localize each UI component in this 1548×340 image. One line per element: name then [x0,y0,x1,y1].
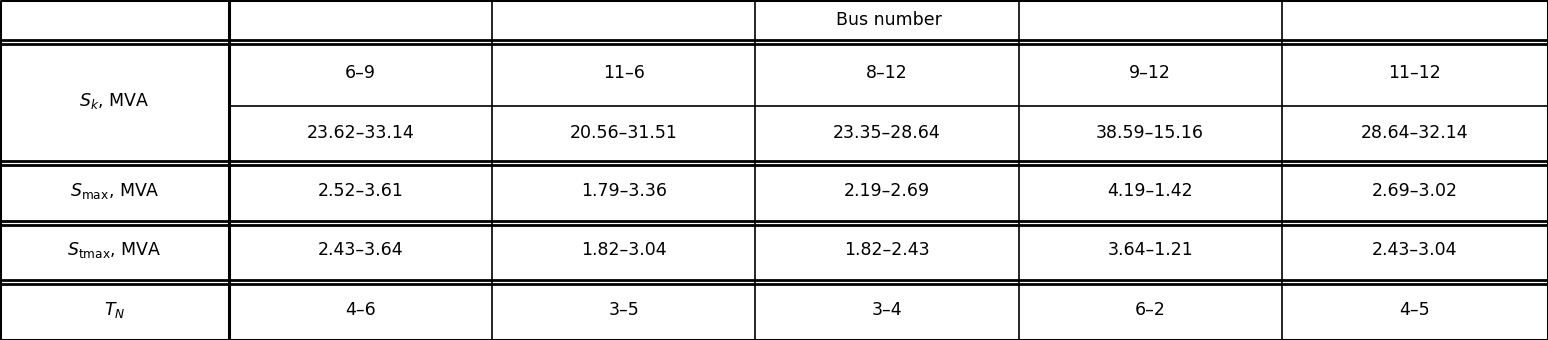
Text: 2.19–2.69: 2.19–2.69 [844,182,930,200]
Text: 1.82–3.04: 1.82–3.04 [580,241,667,259]
Text: 4–6: 4–6 [345,301,376,319]
Text: 23.62–33.14: 23.62–33.14 [307,124,415,142]
Text: 11–12: 11–12 [1389,64,1441,82]
Text: 2.69–3.02: 2.69–3.02 [1372,182,1458,200]
Text: $S_\mathrm{max}$, MVA: $S_\mathrm{max}$, MVA [70,181,159,201]
Text: 3–5: 3–5 [608,301,639,319]
Text: 2.43–3.04: 2.43–3.04 [1372,241,1458,259]
Text: 11–6: 11–6 [602,64,646,82]
Text: 1.79–3.36: 1.79–3.36 [580,182,667,200]
Text: 38.59–15.16: 38.59–15.16 [1096,124,1204,142]
Text: 3.64–1.21: 3.64–1.21 [1107,241,1194,259]
Text: 20.56–31.51: 20.56–31.51 [570,124,678,142]
Text: 4.19–1.42: 4.19–1.42 [1107,182,1194,200]
Text: $T_N$: $T_N$ [104,300,125,320]
Text: 28.64–32.14: 28.64–32.14 [1361,124,1469,142]
Text: 8–12: 8–12 [867,64,907,82]
Text: $S_k$, MVA: $S_k$, MVA [79,91,150,110]
Text: $S_\mathrm{tmax}$, MVA: $S_\mathrm{tmax}$, MVA [67,240,163,260]
Text: Bus number: Bus number [836,11,941,29]
Text: 6–9: 6–9 [345,64,376,82]
Text: 9–12: 9–12 [1128,64,1172,82]
Text: 23.35–28.64: 23.35–28.64 [833,124,941,142]
Text: 2.43–3.64: 2.43–3.64 [317,241,404,259]
Text: 2.52–3.61: 2.52–3.61 [317,182,404,200]
Text: 1.82–2.43: 1.82–2.43 [844,241,930,259]
Text: 4–5: 4–5 [1399,301,1430,319]
Text: 6–2: 6–2 [1135,301,1166,319]
Text: 3–4: 3–4 [872,301,902,319]
